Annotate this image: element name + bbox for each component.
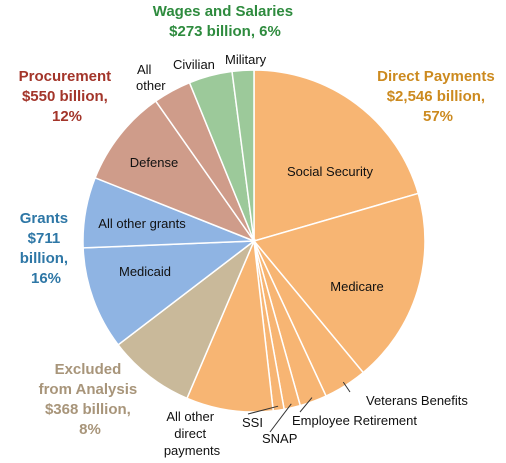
pie-slice-excluded-from-analysis bbox=[117, 238, 256, 400]
slice-label-all-other-direct-payments: All other direct payments bbox=[164, 409, 221, 458]
slice-label-civilian: Civilian bbox=[173, 57, 215, 72]
slice-label-medicaid: Medicaid bbox=[119, 264, 171, 279]
category-title-procurement: Procurement $550 billion, 12% bbox=[19, 68, 116, 125]
pie-slice-medicare bbox=[252, 192, 426, 374]
category-title-wages-and-salaries: Wages and Salaries $273 billion, 6% bbox=[153, 3, 298, 40]
slice-label-military: Military bbox=[225, 52, 267, 67]
pie-slice-all-other-direct-payments bbox=[185, 238, 275, 413]
slice-label-medicare: Medicare bbox=[330, 279, 383, 294]
leader-line-veterans-benefits bbox=[342, 381, 351, 393]
pie-slice-military bbox=[231, 69, 255, 242]
leader-line-ssi bbox=[247, 405, 279, 415]
pie-slice-medicaid bbox=[82, 240, 257, 346]
pie-slices bbox=[82, 69, 426, 413]
category-title-direct-payments: Direct Payments $2,546 billion, 57% bbox=[377, 68, 499, 125]
leader-line-employee-retirement bbox=[299, 397, 313, 413]
slice-label-ssi: SSI bbox=[242, 415, 263, 430]
slice-label-defense: Defense bbox=[130, 155, 178, 170]
leader-lines bbox=[247, 381, 351, 433]
slice-label-social-security: Social Security bbox=[287, 164, 373, 179]
slice-label-snap: SNAP bbox=[262, 431, 297, 446]
leader-line-snap bbox=[269, 403, 292, 433]
category-title-excluded-from-analysis: Excluded from Analysis $368 billion, 8% bbox=[39, 361, 142, 438]
slice-label-veterans-benefits: Veterans Benefits bbox=[366, 393, 468, 408]
slice-label-all-other-procurement: All other bbox=[136, 62, 166, 93]
pie-slice-defense bbox=[94, 100, 257, 243]
slice-label-all-other-grants: All other grants bbox=[98, 216, 186, 231]
pie-slice-social-security bbox=[253, 69, 420, 242]
category-title-grants: Grants $711 billion, 16% bbox=[20, 210, 73, 287]
slice-label-employee-retirement: Employee Retirement bbox=[292, 413, 417, 428]
